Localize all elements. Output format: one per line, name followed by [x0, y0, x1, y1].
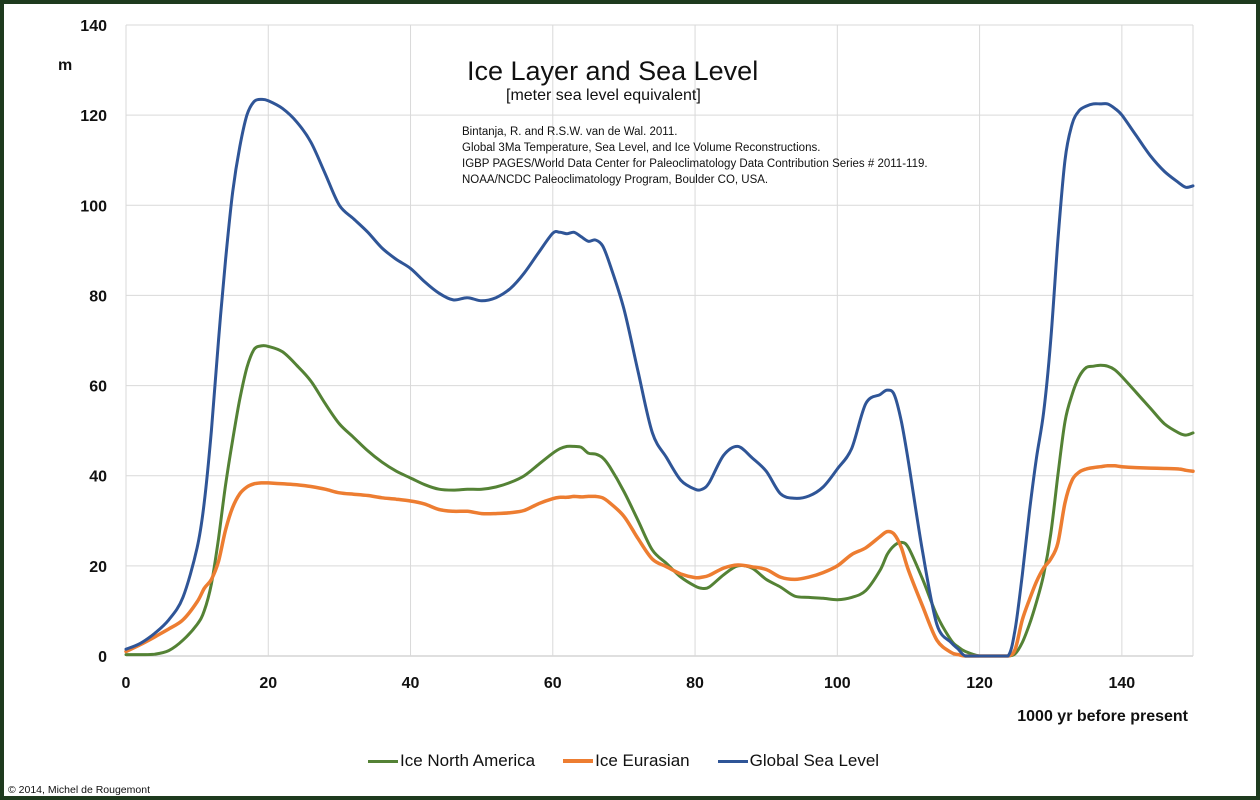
source-line: Bintanja, R. and R.S.W. van de Wal. 2011…: [462, 126, 678, 138]
x-tick-label: 80: [686, 675, 704, 692]
y-tick-label: 80: [89, 288, 107, 305]
y-tick-label: 120: [80, 108, 107, 125]
y-axis-ticks: 0 20 40 60 80 100 120 140: [80, 18, 107, 666]
gridlines: [125, 24, 1194, 657]
series-line-ice-north-america: [124, 344, 1195, 658]
y-tick-label: 60: [89, 379, 107, 396]
legend-swatch: [368, 759, 398, 763]
legend-item-ice-eurasian[interactable]: Ice Eurasian: [563, 751, 690, 771]
copyright: © 2014, Michel de Rougemont: [8, 784, 150, 796]
x-axis-label: 1000 yr before present: [1017, 708, 1188, 725]
x-tick-label: 20: [259, 675, 277, 692]
legend-swatch: [717, 759, 748, 763]
y-tick-label: 40: [89, 469, 107, 486]
chart-subtitle: [meter sea level equivalent]: [506, 87, 701, 104]
x-tick-label: 120: [966, 675, 993, 692]
y-tick-label: 100: [80, 198, 107, 215]
y-axis-label: m: [58, 57, 72, 74]
source-annotation: Bintanja, R. and R.S.W. van de Wal. 2011…: [462, 124, 928, 188]
source-line: Global 3Ma Temperature, Sea Level, and I…: [462, 142, 821, 154]
x-tick-label: 60: [544, 675, 562, 692]
series-line-global-sea-level: [124, 97, 1195, 658]
source-line: NOAA/NCDC Paleoclimatology Program, Boul…: [462, 174, 769, 186]
source-line: IGBP PAGES/World Data Center for Paleocl…: [462, 158, 928, 170]
chart-frame: 0 20 40 60 80 100 120 140 0 20 40 60 80 100 120 140 m …: [4, 4, 1256, 796]
legend-swatch: [563, 759, 594, 763]
y-tick-label: 140: [80, 18, 107, 35]
legend-label: Ice North America: [400, 751, 536, 770]
y-tick-label: 20: [89, 559, 107, 576]
series-lines: [124, 97, 1195, 658]
x-tick-label: 0: [122, 675, 131, 692]
x-tick-label: 100: [824, 675, 851, 692]
legend-item-global-sea-level[interactable]: Global Sea Level: [717, 751, 880, 771]
x-tick-label: 140: [1109, 675, 1136, 692]
legend-item-ice-north-america[interactable]: Ice North America: [368, 751, 535, 771]
series-line-ice-eurasian: [124, 463, 1195, 658]
legend-label: Ice Eurasian: [595, 751, 690, 770]
legend: Ice North America Ice Eurasian Global Se…: [368, 751, 879, 771]
x-tick-label: 40: [402, 675, 420, 692]
y-tick-label: 0: [98, 649, 107, 666]
x-axis-ticks: 0 20 40 60 80 100 120 140: [122, 675, 1136, 692]
chart-title: Ice Layer and Sea Level: [467, 56, 759, 86]
legend-label: Global Sea Level: [749, 751, 880, 770]
